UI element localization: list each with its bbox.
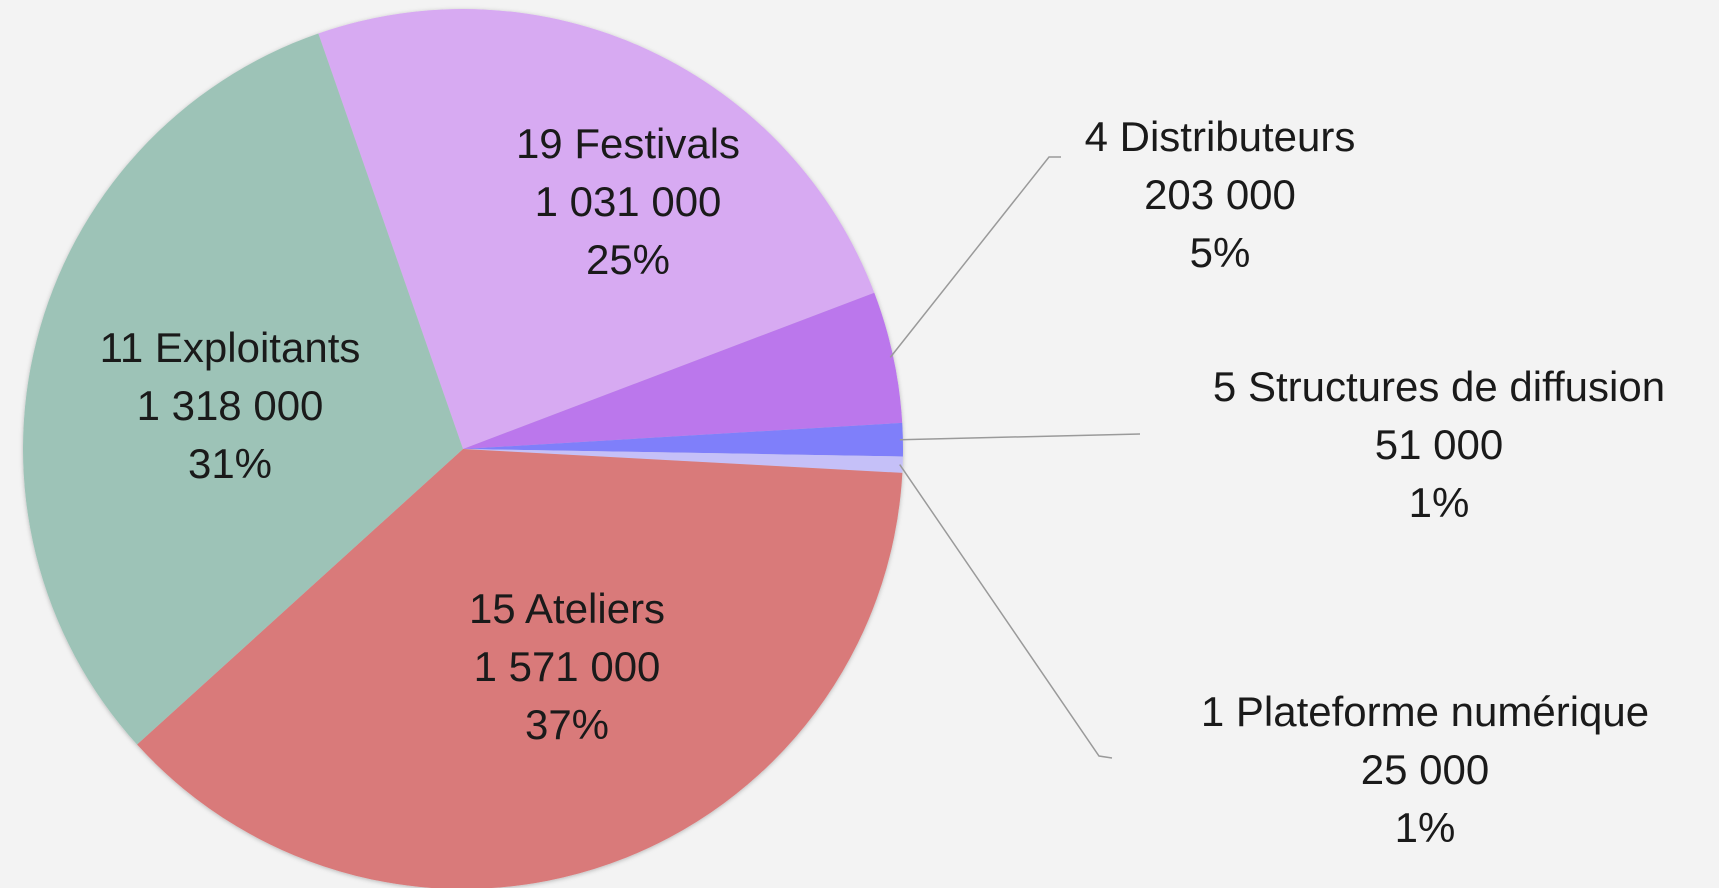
slice-label: 5 Structures de diffusion: [1213, 363, 1665, 410]
percent-label: 1%: [1395, 804, 1456, 851]
pie-slice: [463, 292, 903, 449]
value-label: 203 000: [1144, 171, 1296, 218]
pie-slice: [137, 449, 903, 888]
value-label: 25 000: [1361, 746, 1489, 793]
pie: [23, 9, 903, 888]
pie-slice: [23, 33, 463, 745]
leader-line: [899, 464, 1113, 759]
slice-label: 15 Ateliers: [469, 585, 665, 632]
slice-label: 1 Plateforme numérique: [1201, 688, 1649, 735]
percent-label: 5%: [1190, 229, 1251, 276]
leader-line: [899, 433, 1141, 441]
percent-label: 31%: [188, 440, 272, 487]
slice-label: 4 Distributeurs: [1085, 113, 1356, 160]
value-label: 1 318 000: [137, 382, 324, 429]
percent-label: 25%: [586, 236, 670, 283]
percent-label: 37%: [525, 701, 609, 748]
value-label: 1 031 000: [535, 178, 722, 225]
percent-label: 1%: [1409, 479, 1470, 526]
value-label: 51 000: [1375, 421, 1503, 468]
slice-label: 11 Exploitants: [100, 324, 361, 371]
labels: 19 Festivals 1 031 000 25% 4 Distributeurs 2…: [100, 113, 1665, 851]
slice-label: 19 Festivals: [516, 120, 740, 167]
pie-slice: [463, 449, 903, 473]
leader-line: [889, 156, 1061, 358]
value-label: 1 571 000: [474, 643, 661, 690]
pie-slice: [463, 422, 903, 457]
pie-slice: [318, 9, 875, 449]
